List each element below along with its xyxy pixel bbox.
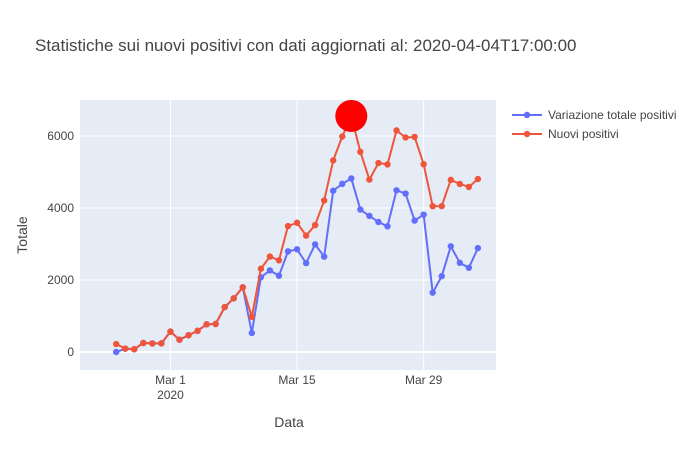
x-tick-year-label: 2020 (157, 388, 184, 402)
data-point (266, 267, 274, 274)
data-point (185, 332, 192, 339)
data-point (248, 329, 256, 337)
data-point (339, 180, 346, 188)
legend-item[interactable]: Nuovi positivi (512, 127, 619, 141)
series-layer (112, 112, 482, 356)
x-tick-label: Mar 1 (155, 373, 186, 387)
highlight-layer (335, 99, 368, 132)
data-point (348, 175, 355, 182)
legend-marker (523, 130, 531, 138)
data-point (375, 218, 382, 226)
data-point (447, 243, 454, 250)
data-point (257, 265, 265, 272)
y-tick-label: 4000 (47, 201, 74, 215)
y-tick-label: 2000 (47, 273, 74, 287)
legend-item[interactable]: Variazione totale positivi (512, 108, 677, 122)
y-axis-title: Totale (14, 216, 30, 254)
data-point (465, 183, 473, 191)
data-point (366, 176, 373, 183)
series-2 (112, 112, 482, 353)
data-point (456, 180, 464, 188)
data-point (384, 161, 391, 168)
data-point (131, 345, 138, 353)
data-point (429, 289, 436, 296)
data-point (330, 187, 337, 194)
data-point (375, 159, 382, 167)
data-point (275, 257, 283, 264)
data-point (339, 133, 346, 140)
x-tick-label: Mar 15 (278, 373, 316, 387)
plot-area (80, 100, 496, 370)
data-point (167, 328, 174, 335)
legend-marker (523, 111, 531, 119)
chart-title: Statistiche sui nuovi positivi con dati … (35, 36, 577, 55)
highlight-marker (335, 99, 368, 132)
data-point (284, 248, 292, 255)
data-point (447, 176, 454, 184)
data-point (438, 202, 445, 210)
data-point (275, 272, 283, 279)
data-point (357, 206, 364, 213)
data-point (465, 264, 473, 271)
y-tick-label: 0 (67, 345, 74, 359)
legend-label: Variazione totale positivi (548, 108, 677, 122)
data-point (366, 212, 373, 220)
data-point (140, 339, 147, 347)
data-point (357, 148, 364, 156)
data-point (302, 259, 310, 267)
data-point (420, 160, 427, 168)
data-point (293, 219, 301, 226)
gridlines (80, 100, 496, 370)
data-point (402, 134, 409, 141)
data-point (212, 320, 219, 328)
data-point (158, 340, 165, 347)
data-point (239, 284, 246, 291)
x-tick-label: Mar 29 (405, 373, 443, 387)
data-point (112, 340, 120, 348)
data-point (311, 221, 319, 229)
data-point (176, 336, 183, 343)
data-point (203, 321, 210, 328)
data-point (320, 253, 328, 260)
data-point (320, 197, 328, 204)
y-tick-label: 6000 (47, 129, 74, 143)
data-point (393, 127, 400, 134)
data-point (429, 203, 436, 210)
data-point (266, 253, 274, 260)
data-point (302, 232, 310, 239)
data-point (393, 187, 400, 194)
legend-label: Nuovi positivi (548, 127, 619, 141)
data-point (221, 303, 228, 311)
data-point (402, 190, 409, 197)
data-point (293, 246, 301, 253)
data-point (411, 217, 418, 224)
data-point (456, 259, 464, 267)
data-point (411, 133, 418, 141)
data-point (438, 272, 445, 280)
x-axis-title: Data (274, 414, 304, 430)
data-point (194, 327, 201, 335)
data-point (311, 241, 319, 248)
data-point (149, 340, 156, 347)
legend[interactable]: Variazione totale positivi Nuovi positivi (512, 108, 677, 141)
data-point (420, 211, 427, 218)
data-point (230, 295, 237, 302)
data-point (474, 244, 482, 252)
data-point (384, 223, 391, 230)
data-point (248, 313, 256, 321)
data-point (112, 348, 120, 356)
data-point (122, 345, 129, 352)
data-point (284, 222, 292, 230)
data-point (330, 157, 337, 164)
data-point (474, 175, 482, 183)
